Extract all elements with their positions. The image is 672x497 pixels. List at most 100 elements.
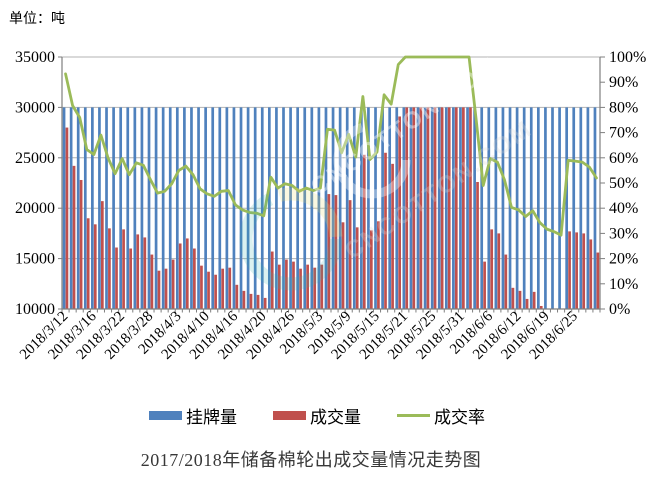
unit-label: 单位：吨 (9, 12, 65, 27)
sold-bar (532, 291, 536, 309)
listed-bar (501, 107, 505, 310)
sold-bar (306, 264, 309, 309)
listed-bar (154, 107, 158, 310)
listed-bar (119, 107, 123, 310)
listed-bar (338, 107, 342, 310)
sold-bar (277, 264, 281, 309)
listed-bar (161, 107, 165, 310)
listed-bar (147, 107, 151, 310)
listed-bar (572, 107, 576, 310)
listed-bar (62, 107, 66, 310)
listed-bar (133, 107, 137, 310)
sold-bar (539, 305, 543, 309)
y-axis-left-tick-label: 30000 (15, 99, 55, 116)
listed-bar (416, 107, 420, 310)
listed-bar (352, 107, 356, 310)
listed-bar (508, 107, 512, 310)
listed-bar (303, 107, 307, 310)
listed-bar (374, 107, 377, 310)
sold-bar (348, 200, 352, 309)
rate-line (64, 55, 598, 237)
sold-bar (178, 243, 182, 309)
sold-bar (490, 229, 494, 309)
listed-bar (551, 107, 554, 310)
listed-bar (430, 107, 434, 310)
y-axis-right-tick-label: 0% (609, 301, 630, 318)
legend: 挂牌量 成交量 成交率 (30, 403, 604, 428)
listed-bar (593, 107, 597, 310)
sold-bar (398, 116, 402, 309)
sold-bar (207, 271, 210, 309)
sold-bar (518, 290, 522, 309)
listed-bar (190, 107, 193, 310)
listed-bar (466, 107, 469, 310)
listed-bar (473, 107, 476, 310)
listed-bar (522, 107, 526, 310)
y-axis-right-tick-label: 30% (609, 225, 638, 242)
listed-bar (565, 107, 569, 310)
listed-bar (168, 107, 172, 310)
sold-bar (589, 239, 593, 309)
listed-bar (423, 107, 427, 310)
listed-bar (112, 107, 115, 310)
sold-bar (391, 163, 394, 309)
sold-bar (447, 107, 451, 310)
y-axis-left-tick-label: 25000 (15, 150, 55, 167)
sold-bar (136, 234, 140, 309)
sold-bar (313, 267, 317, 309)
watermark-circle-icon (239, 187, 343, 291)
sold-bar (568, 231, 571, 309)
sold-bar (129, 248, 133, 309)
listed-bar (331, 107, 335, 310)
listed-bar (211, 107, 215, 310)
sold-bar (582, 233, 586, 309)
listed-bar (204, 107, 207, 310)
sold-bar (341, 222, 345, 309)
sold-bar (419, 107, 423, 310)
sold-bar (249, 293, 253, 309)
watermark-circle-icon (333, 121, 411, 199)
sold-bar (171, 259, 175, 309)
listed-bar (367, 107, 370, 310)
sold-bar (256, 294, 260, 309)
listed-bar (105, 107, 108, 310)
sold-bar (185, 238, 189, 309)
sold-bar (270, 251, 274, 309)
sold-bar (200, 265, 203, 309)
listed-bar (487, 107, 491, 310)
sold-bar (497, 233, 501, 309)
sold-bar (143, 237, 147, 309)
listed-bar (409, 107, 413, 310)
sold-bar (355, 227, 359, 309)
sold-bar (292, 261, 295, 309)
listed-bar (289, 107, 292, 310)
listed-bar (579, 107, 583, 310)
sold-bar-swatch-icon (273, 411, 306, 420)
listed-bar (76, 107, 80, 310)
listed-bar (402, 107, 406, 310)
listed-bar (345, 107, 349, 310)
listed-bar (197, 107, 200, 310)
listed-bar (183, 107, 186, 310)
sold-bar (86, 218, 90, 309)
sold-bar (150, 254, 154, 309)
sold-bar (235, 284, 239, 309)
listed-bar-swatch-icon (149, 411, 182, 420)
listed-bar (381, 107, 384, 310)
sold-bar (384, 152, 387, 309)
listed-bar (324, 107, 328, 310)
legend-item-sold: 成交量 (273, 403, 361, 428)
sold-bar (433, 107, 437, 310)
listed-bar (98, 107, 101, 310)
sold-bar (334, 195, 338, 309)
listed-bar (296, 107, 300, 310)
chart-title: 2017/2018年储备棉轮出成交量情况走势图 (140, 450, 482, 470)
sold-bar (440, 107, 444, 310)
legend-label-sold: 成交量 (310, 408, 361, 427)
listed-bar (480, 107, 484, 310)
sold-bar (263, 297, 267, 309)
listed-bar (175, 107, 179, 310)
legend-item-rate: 成交率 (397, 403, 485, 428)
